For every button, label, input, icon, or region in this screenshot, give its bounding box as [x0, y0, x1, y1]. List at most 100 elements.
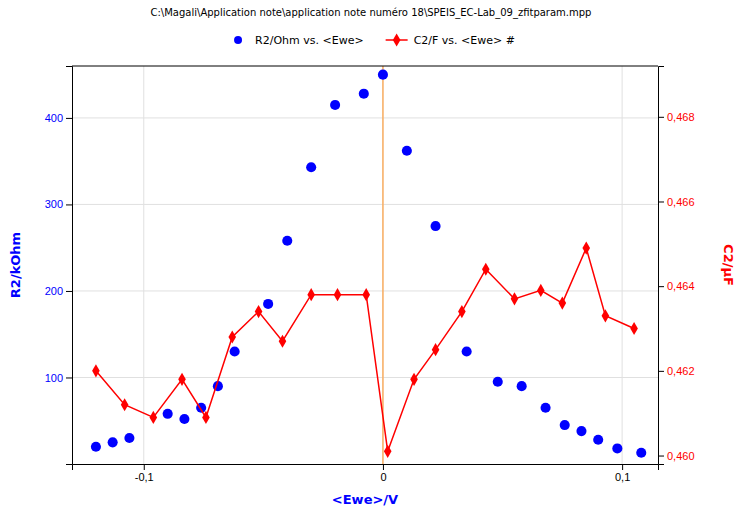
grid-line	[72, 377, 658, 378]
point	[306, 162, 316, 172]
legend-label: R2/Ohm vs. <Ewe>	[255, 34, 364, 47]
axis-line	[73, 465, 659, 471]
tick-label: 0,466	[667, 196, 695, 208]
point	[482, 263, 490, 276]
line	[96, 248, 634, 451]
point	[108, 437, 118, 447]
tick-mark	[66, 377, 72, 378]
point	[402, 146, 412, 156]
point	[410, 373, 418, 386]
point	[255, 305, 263, 318]
x-axis-title: <Ewe>/V	[332, 492, 398, 507]
point	[230, 346, 240, 356]
point	[582, 241, 590, 254]
y2-axis-title: C2/μF	[721, 244, 736, 286]
point	[91, 442, 101, 452]
reference-line	[382, 66, 383, 464]
grid-line	[72, 204, 658, 205]
point	[612, 443, 622, 453]
tick-label: 0,1	[615, 471, 630, 483]
grid-line	[143, 66, 144, 464]
point	[511, 292, 519, 305]
series	[91, 70, 646, 458]
point	[576, 426, 586, 436]
tick-mark	[658, 286, 664, 287]
grid-line	[72, 117, 658, 118]
tick: 200	[45, 285, 72, 297]
point	[636, 448, 646, 458]
tick: 0	[380, 464, 386, 483]
x-axis: -0,1 0 0,1	[73, 464, 659, 483]
tick: 300	[45, 198, 72, 210]
tick-mark	[66, 291, 72, 292]
tick: 0,468	[658, 111, 695, 123]
point	[263, 299, 273, 309]
point	[121, 398, 129, 411]
y-axis: 100 200 300 400	[45, 67, 73, 465]
point	[228, 330, 236, 343]
tick-mark	[66, 118, 72, 119]
legend-swatch	[393, 33, 401, 46]
legend: R2/Ohm vs. <Ewe> C2/F vs. <Ewe> #	[234, 33, 515, 46]
point	[384, 445, 392, 458]
point	[330, 100, 340, 110]
tick-mark	[658, 201, 664, 202]
point	[537, 284, 545, 297]
tick: 400	[45, 112, 72, 124]
legend-item: R2/Ohm vs. <Ewe>	[234, 34, 364, 47]
chart: -0,1 0 0,1 100 200 300 400 0,460 0,462 0,464 0,466…	[0, 0, 742, 516]
tick-label: 400	[45, 112, 63, 124]
point	[282, 236, 292, 246]
point	[359, 89, 369, 99]
point	[362, 288, 370, 301]
y2-axis: 0,460 0,462 0,464 0,466 0,468	[658, 67, 695, 465]
tick: 0,462	[658, 365, 695, 377]
point	[458, 305, 466, 318]
tick-label: 0,464	[667, 280, 695, 292]
tick-mark	[144, 464, 145, 470]
point	[378, 70, 388, 80]
tick-label: 0	[380, 471, 386, 483]
tick-mark	[622, 464, 623, 470]
point	[163, 409, 173, 419]
point	[630, 322, 638, 335]
frame	[72, 66, 658, 67]
point	[541, 403, 551, 413]
tick: 0,464	[658, 280, 695, 292]
point	[493, 377, 503, 387]
tick: 0,460	[658, 450, 695, 462]
title: C:\Magali\Application note\application n…	[151, 7, 592, 19]
point	[593, 435, 603, 445]
tick-mark	[383, 464, 384, 470]
tick-label: 200	[45, 285, 63, 297]
tick-label: 0,462	[667, 365, 695, 377]
tick-mark	[66, 204, 72, 205]
legend-item: C2/F vs. <Ewe> #	[386, 33, 515, 46]
tick: 100	[45, 371, 72, 383]
legend-label: C2/F vs. <Ewe> #	[414, 34, 515, 47]
tick-mark	[658, 371, 664, 372]
grid-line	[382, 66, 383, 464]
point	[150, 411, 158, 424]
point	[602, 309, 610, 322]
grid	[72, 66, 658, 464]
tick: -0,1	[135, 464, 154, 483]
point	[279, 335, 287, 348]
tick-label: -0,1	[135, 471, 154, 483]
point	[202, 411, 210, 424]
axis-line	[659, 67, 665, 465]
legend-swatch	[234, 36, 242, 44]
point	[559, 297, 567, 310]
series	[92, 241, 638, 457]
point	[517, 381, 527, 391]
point	[178, 373, 186, 386]
tick-label: 300	[45, 198, 63, 210]
point	[307, 288, 315, 301]
plot-area	[91, 66, 646, 464]
tick-label: 0,460	[667, 450, 695, 462]
tick-label: 100	[45, 371, 63, 383]
point	[560, 420, 570, 430]
tick: 0,466	[658, 196, 695, 208]
point	[462, 346, 472, 356]
tick-label: 0,468	[667, 111, 695, 123]
